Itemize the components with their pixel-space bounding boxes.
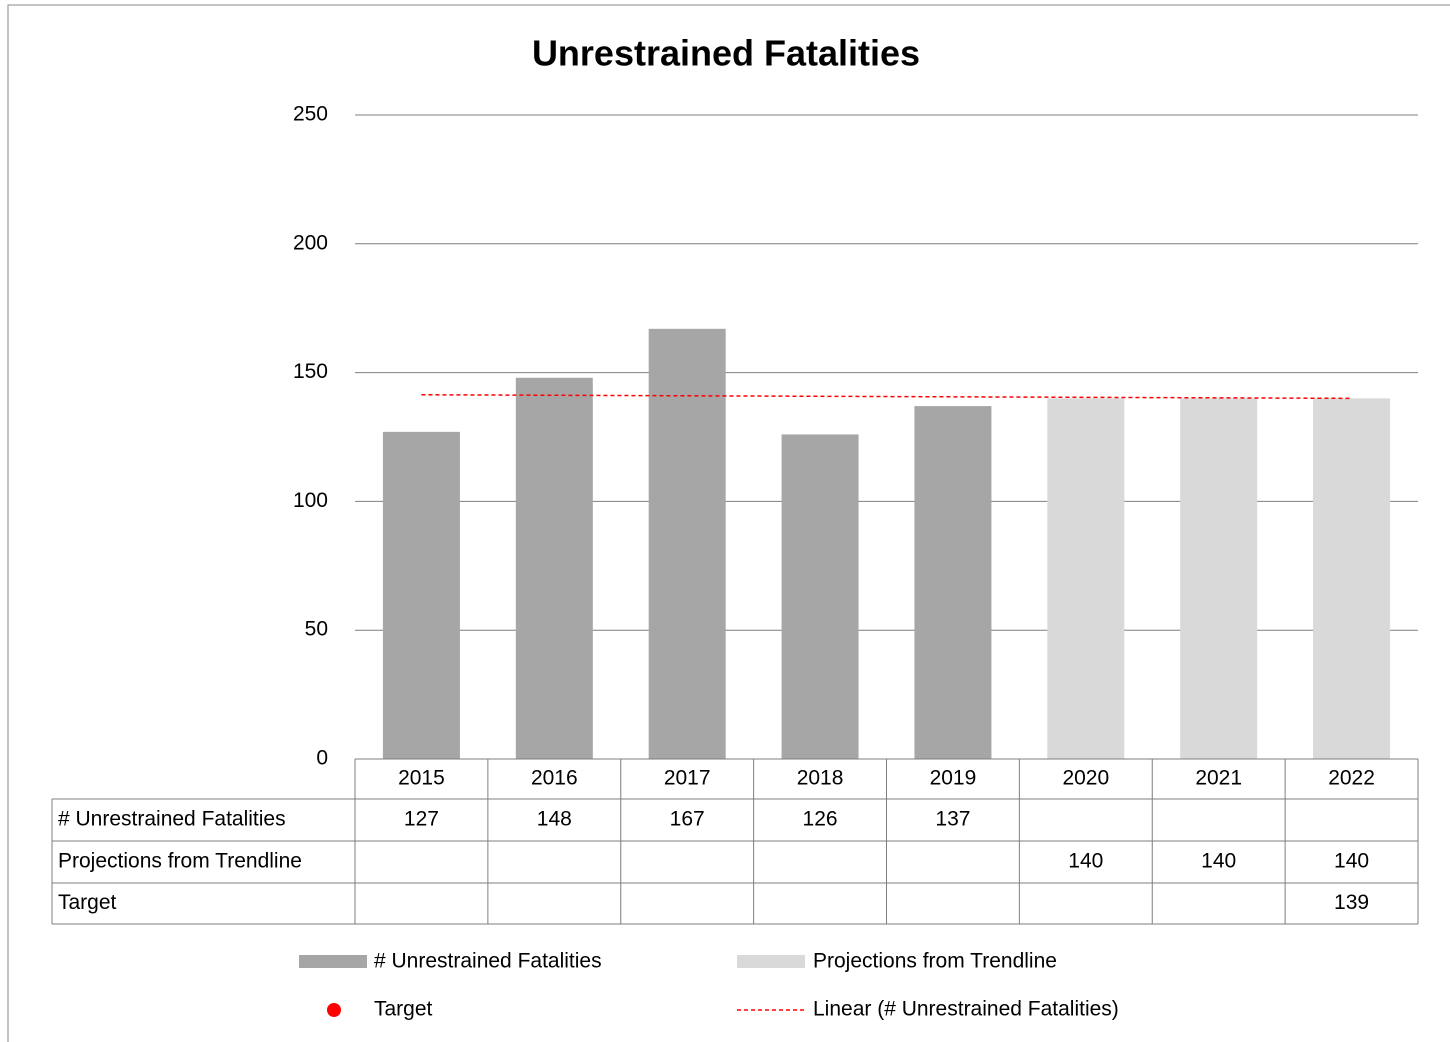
- x-tick-label: 2016: [531, 767, 578, 790]
- table-value: 140: [1068, 850, 1103, 873]
- table-value: 127: [404, 808, 439, 831]
- legend-label: Target: [374, 998, 433, 1021]
- table-value: 167: [670, 808, 705, 831]
- bar: [1313, 398, 1391, 759]
- table-value: 126: [803, 808, 838, 831]
- table-value: 139: [1334, 891, 1369, 914]
- chart-title: Unrestrained Fatalities: [532, 33, 920, 74]
- y-tick-label: 100: [293, 489, 328, 512]
- trendline: [421, 394, 1352, 400]
- legend-swatch: [299, 955, 367, 968]
- table-row-label: Target: [58, 891, 117, 914]
- table-row-label: # Unrestrained Fatalities: [58, 808, 286, 831]
- legend-swatch: [327, 1003, 341, 1017]
- bar: [1180, 398, 1258, 759]
- legend-label: Projections from Trendline: [813, 950, 1057, 973]
- bar: [781, 434, 859, 759]
- x-tick-label: 2020: [1062, 767, 1109, 790]
- legend-label: Linear (# Unrestrained Fatalities): [813, 998, 1119, 1021]
- legend-label: # Unrestrained Fatalities: [374, 950, 602, 973]
- bar: [382, 431, 460, 759]
- y-tick-label: 150: [293, 360, 328, 383]
- bar: [515, 377, 593, 759]
- table-value: 140: [1201, 850, 1236, 873]
- chart-frame: [7, 4, 1450, 1042]
- x-tick-label: 2017: [664, 767, 711, 790]
- x-tick-label: 2019: [930, 767, 977, 790]
- y-tick-label: 50: [305, 618, 328, 641]
- y-tick-label: 250: [293, 103, 328, 126]
- bar: [1047, 398, 1125, 759]
- table-row-label: Projections from Trendline: [58, 850, 302, 873]
- legend-swatch: [737, 955, 805, 968]
- x-tick-label: 2022: [1328, 767, 1375, 790]
- table-value: 137: [935, 808, 970, 831]
- table-value: 140: [1334, 850, 1369, 873]
- y-tick-label: 0: [316, 747, 328, 770]
- y-tick-label: 200: [293, 231, 328, 254]
- x-tick-label: 2021: [1195, 767, 1242, 790]
- bar: [648, 328, 726, 759]
- bar: [914, 406, 992, 759]
- x-tick-label: 2018: [797, 767, 844, 790]
- table-value: 148: [537, 808, 572, 831]
- x-tick-label: 2015: [398, 767, 445, 790]
